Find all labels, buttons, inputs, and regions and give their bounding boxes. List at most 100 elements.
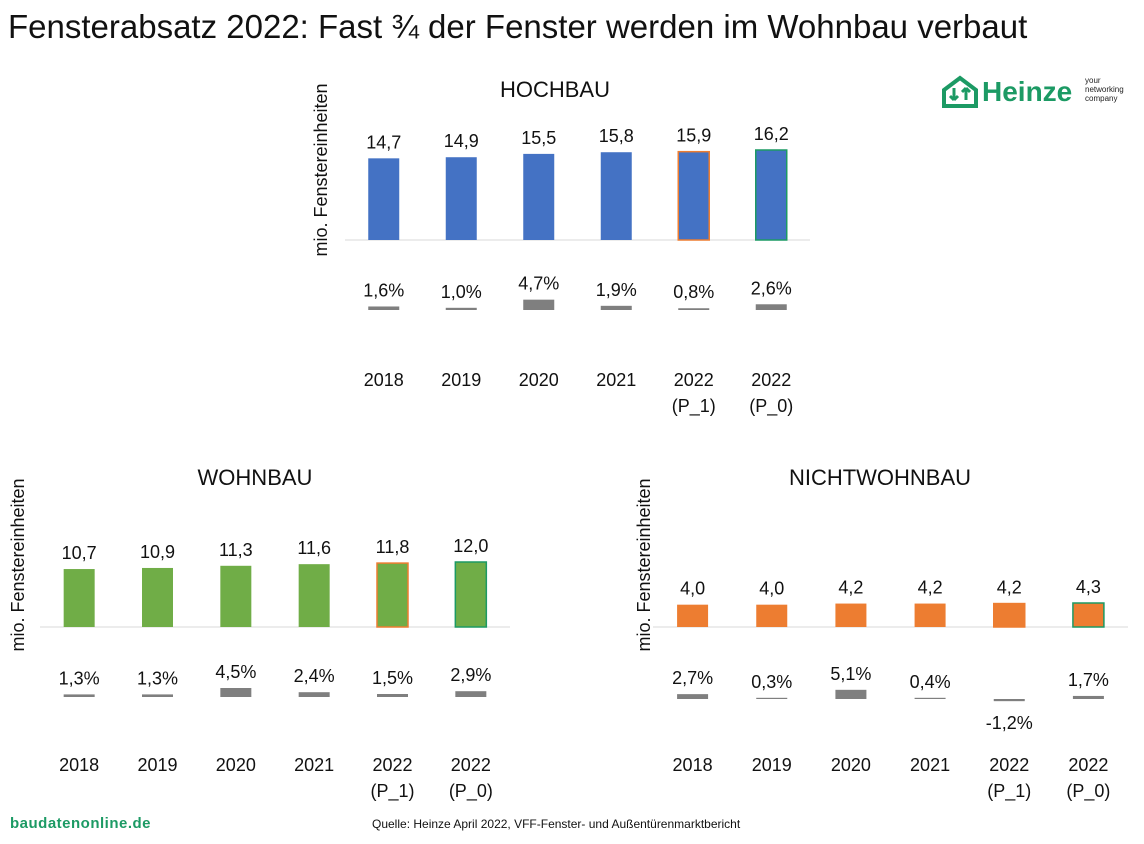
site-name: baudatenonline.de: [10, 815, 152, 832]
bar: [63, 569, 95, 627]
bar: [1072, 602, 1105, 628]
category-label: (P_1): [370, 781, 414, 802]
growth-bar: [678, 308, 710, 310]
page-title: Fensterabsatz 2022: Fast ¾ der Fenster w…: [8, 8, 1028, 45]
category-label: (P_0): [749, 396, 793, 417]
bar-value-label: 15,8: [599, 126, 634, 146]
growth-bar: [755, 304, 787, 310]
growth-label: 1,7%: [1068, 670, 1109, 690]
bar-value-label: 15,5: [521, 128, 556, 148]
growth-bar: [63, 694, 95, 697]
bar: [142, 567, 173, 627]
growth-label: 1,0%: [441, 282, 482, 302]
source-note: Quelle: Heinze April 2022, VFF-Fenster- …: [372, 817, 741, 831]
bar-value-label: 4,0: [680, 579, 705, 599]
category-label: 2019: [752, 755, 792, 775]
category-label: 2018: [673, 755, 713, 775]
growth-bar: [835, 689, 867, 699]
category-label: 2020: [216, 755, 256, 775]
category-label: 2018: [59, 755, 99, 775]
y-axis-label: mio. Fenstereinheiten: [8, 478, 28, 651]
y-axis-label: mio. Fenstereinheiten: [634, 478, 654, 651]
growth-bar: [455, 691, 487, 697]
category-label: 2022: [674, 370, 714, 390]
growth-bar: [600, 305, 632, 310]
growth-label: 1,3%: [137, 668, 178, 688]
growth-label: 2,9%: [450, 665, 491, 685]
bar: [523, 153, 555, 240]
bar-value-label: 11,3: [219, 540, 253, 560]
bar-value-label: 16,2: [754, 124, 789, 144]
bar: [993, 602, 1026, 628]
category-label: (P_0): [449, 781, 493, 802]
category-label: (P_1): [987, 781, 1031, 802]
bar: [756, 604, 788, 627]
category-label: 2022: [751, 370, 791, 390]
bar: [835, 603, 867, 627]
category-label: 2020: [831, 755, 871, 775]
bar: [914, 603, 946, 627]
bar-value-label: 14,7: [366, 132, 401, 152]
bar: [376, 562, 409, 628]
growth-label: 2,4%: [294, 666, 335, 686]
chart-title: NICHTWOHNBAU: [789, 465, 971, 490]
bar-value-label: 4,0: [759, 579, 784, 599]
growth-label: 2,7%: [672, 668, 713, 688]
chart-nichtwohnbau: NICHTWOHNBAU mio. Fenstereinheiten 4,0 2,7%…: [634, 465, 1128, 802]
bar: [220, 565, 252, 627]
bar-value-label: 4,2: [838, 578, 863, 598]
category-label: (P_0): [1066, 781, 1110, 802]
category-label: 2022: [1068, 755, 1108, 775]
bar: [755, 149, 788, 241]
category-label: 2019: [441, 370, 481, 390]
y-axis-label: mio. Fenstereinheiten: [311, 83, 331, 256]
bar-value-label: 12,0: [453, 536, 488, 556]
bar: [368, 158, 400, 240]
bar: [677, 604, 709, 627]
chart-title: HOCHBAU: [500, 77, 610, 102]
category-label: 2020: [519, 370, 559, 390]
bar-value-label: 11,6: [297, 538, 331, 558]
growth-bar: [298, 692, 330, 697]
bar: [600, 152, 632, 240]
category-label: (P_1): [672, 396, 716, 417]
growth-label: 0,8%: [673, 282, 714, 302]
heinze-logo-word: Heinze: [982, 76, 1073, 107]
bar: [445, 157, 477, 240]
growth-label: 4,5%: [215, 662, 256, 682]
bar-value-label: 4,2: [997, 578, 1022, 598]
category-label: 2021: [596, 370, 636, 390]
growth-label: 0,3%: [751, 672, 792, 692]
growth-bar: [368, 306, 400, 310]
bar-value-label: 15,9: [676, 126, 711, 146]
heinze-logo-icon: [942, 75, 978, 108]
category-label: 2019: [137, 755, 177, 775]
growth-bar: [445, 307, 477, 310]
growth-bar: [377, 694, 408, 697]
growth-bar: [677, 694, 709, 699]
heinze-tagline: your networking company: [1085, 76, 1124, 103]
category-label: 2022: [372, 755, 412, 775]
growth-label: 1,3%: [59, 668, 100, 688]
growth-bar: [993, 699, 1025, 702]
bar-value-label: 10,7: [62, 543, 97, 563]
growth-label: 2,6%: [751, 278, 792, 298]
growth-bar: [142, 694, 173, 697]
category-label: 2021: [910, 755, 950, 775]
growth-bar: [220, 688, 252, 697]
chart-wohnbau: WOHNBAU mio. Fenstereinheiten 10,7 1,3% 2018…: [8, 465, 510, 802]
growth-label: -1,2%: [986, 713, 1033, 733]
growth-label: 5,1%: [830, 664, 871, 684]
bar-value-label: 11,8: [376, 537, 410, 557]
growth-label: 1,5%: [372, 668, 413, 688]
category-label: 2022: [451, 755, 491, 775]
growth-label: 1,9%: [596, 280, 637, 300]
growth-label: 1,6%: [363, 280, 404, 300]
growth-label: 0,4%: [910, 672, 951, 692]
bar: [298, 564, 330, 627]
category-label: 2022: [989, 755, 1029, 775]
growth-bar: [756, 697, 788, 699]
chart-hochbau: HOCHBAU mio. Fenstereinheiten 14,7 1,6% 2018…: [311, 77, 810, 417]
chart-title: WOHNBAU: [198, 465, 313, 490]
growth-bar: [523, 299, 555, 310]
